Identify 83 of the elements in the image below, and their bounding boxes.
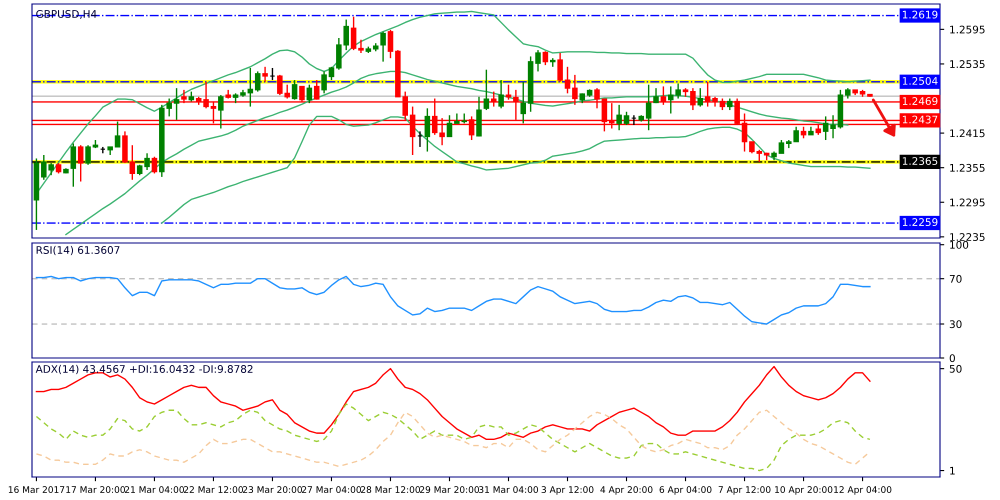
- x-tick-label: 31 Mar 04:00: [479, 486, 538, 494]
- ref-line-label: 1.2259: [902, 218, 938, 226]
- candlestick: [56, 162, 62, 174]
- candlestick: [136, 164, 142, 176]
- candlestick: [41, 154, 47, 180]
- candlestick: [727, 98, 733, 111]
- candlestick: [254, 70, 260, 92]
- y-tick-label: 100: [950, 240, 968, 249]
- ref-line-label: 1.2437: [902, 116, 938, 124]
- y-tick-label: 50: [950, 364, 962, 373]
- candlestick: [188, 90, 194, 102]
- y-tick-label: 1.2355: [950, 164, 985, 172]
- line-series: [36, 276, 871, 325]
- candlestick: [388, 29, 394, 59]
- line-series: [36, 366, 871, 440]
- x-tick-label: 22 Mar 12:00: [184, 486, 243, 494]
- x-tick-label: 12 Apr 04:00: [834, 486, 892, 495]
- ref-line-label: 1.2619: [902, 10, 938, 19]
- candlestick: [822, 116, 828, 141]
- chart-title: RSI(14) 61.3607: [36, 246, 120, 256]
- candlestick: [314, 79, 320, 100]
- y-tick-label: 70: [950, 274, 962, 283]
- x-tick-label: 17 Mar 20:00: [66, 486, 125, 494]
- candlestick: [174, 87, 180, 121]
- candlestick: [248, 67, 254, 108]
- candlestick: [130, 144, 136, 180]
- candlestick: [424, 108, 430, 152]
- x-tick-label: 28 Mar 12:00: [361, 486, 420, 494]
- ref-line-label: 1.2504: [902, 76, 938, 85]
- line-series: [65, 70, 848, 236]
- line-series: [161, 116, 871, 224]
- candlestick: [646, 84, 652, 131]
- candlestick: [292, 79, 298, 100]
- x-tick-label: 27 Mar 04:00: [302, 486, 362, 494]
- candlestick: [284, 84, 290, 100]
- candlestick: [845, 87, 851, 100]
- x-tick-label: 7 Apr 12:00: [718, 486, 770, 495]
- line-series: [36, 403, 871, 472]
- candlestick: [144, 152, 150, 171]
- x-tick-label: 29 Mar 20:00: [420, 486, 480, 494]
- x-tick-label: 6 Apr 04:00: [660, 486, 712, 495]
- candlestick: [48, 162, 54, 176]
- x-tick-label: 4 Apr 20:00: [600, 486, 652, 495]
- candlestick: [756, 149, 762, 163]
- chart-title: ADX(14) 43.4567 +DI:16.0432 -DI:9.8782: [36, 364, 252, 374]
- candlestick: [484, 69, 490, 111]
- candlestick: [306, 84, 312, 104]
- x-tick-label: 3 Apr 12:00: [542, 486, 594, 495]
- candlestick: [675, 82, 681, 100]
- y-tick-label: 1.2415: [950, 129, 985, 138]
- ref-line-label: 1.2365: [902, 157, 938, 165]
- candlestick: [262, 66, 268, 83]
- y-tick-label: 0: [950, 354, 955, 362]
- candlestick: [520, 81, 526, 124]
- candlestick: [336, 37, 342, 70]
- ref-line-label: 1.2469: [902, 97, 938, 106]
- candlestick: [277, 74, 283, 96]
- x-tick-label: 16 Mar 2017: [8, 486, 64, 494]
- y-tick-label: 1.2595: [950, 26, 985, 34]
- candlestick: [114, 120, 120, 148]
- candlestick: [498, 79, 504, 110]
- candlestick: [380, 30, 386, 62]
- y-tick-label: 1.2235: [950, 233, 985, 241]
- y-tick-label: 30: [950, 320, 962, 328]
- candlestick: [698, 87, 704, 108]
- x-tick-label: 23 Mar 20:00: [242, 486, 302, 494]
- x-tick-label: 21 Mar 04:00: [124, 486, 184, 494]
- y-tick-label: 1: [950, 466, 955, 475]
- candlestick: [70, 142, 76, 188]
- candlestick: [542, 50, 548, 66]
- y-tick-label: 1.2295: [950, 198, 985, 206]
- candlestick: [343, 18, 349, 51]
- candlestick: [668, 86, 674, 114]
- candlestick: [461, 112, 468, 124]
- candlestick: [800, 126, 806, 139]
- candlestick: [152, 156, 158, 174]
- candlestick: [218, 94, 224, 130]
- candlestick: [166, 98, 172, 118]
- candlestick: [653, 87, 659, 104]
- candlestick: [793, 126, 799, 142]
- x-tick-label: 10 Apr 20:00: [775, 486, 832, 495]
- candlestick: [78, 144, 84, 182]
- y-tick-label: 1.2535: [950, 60, 985, 68]
